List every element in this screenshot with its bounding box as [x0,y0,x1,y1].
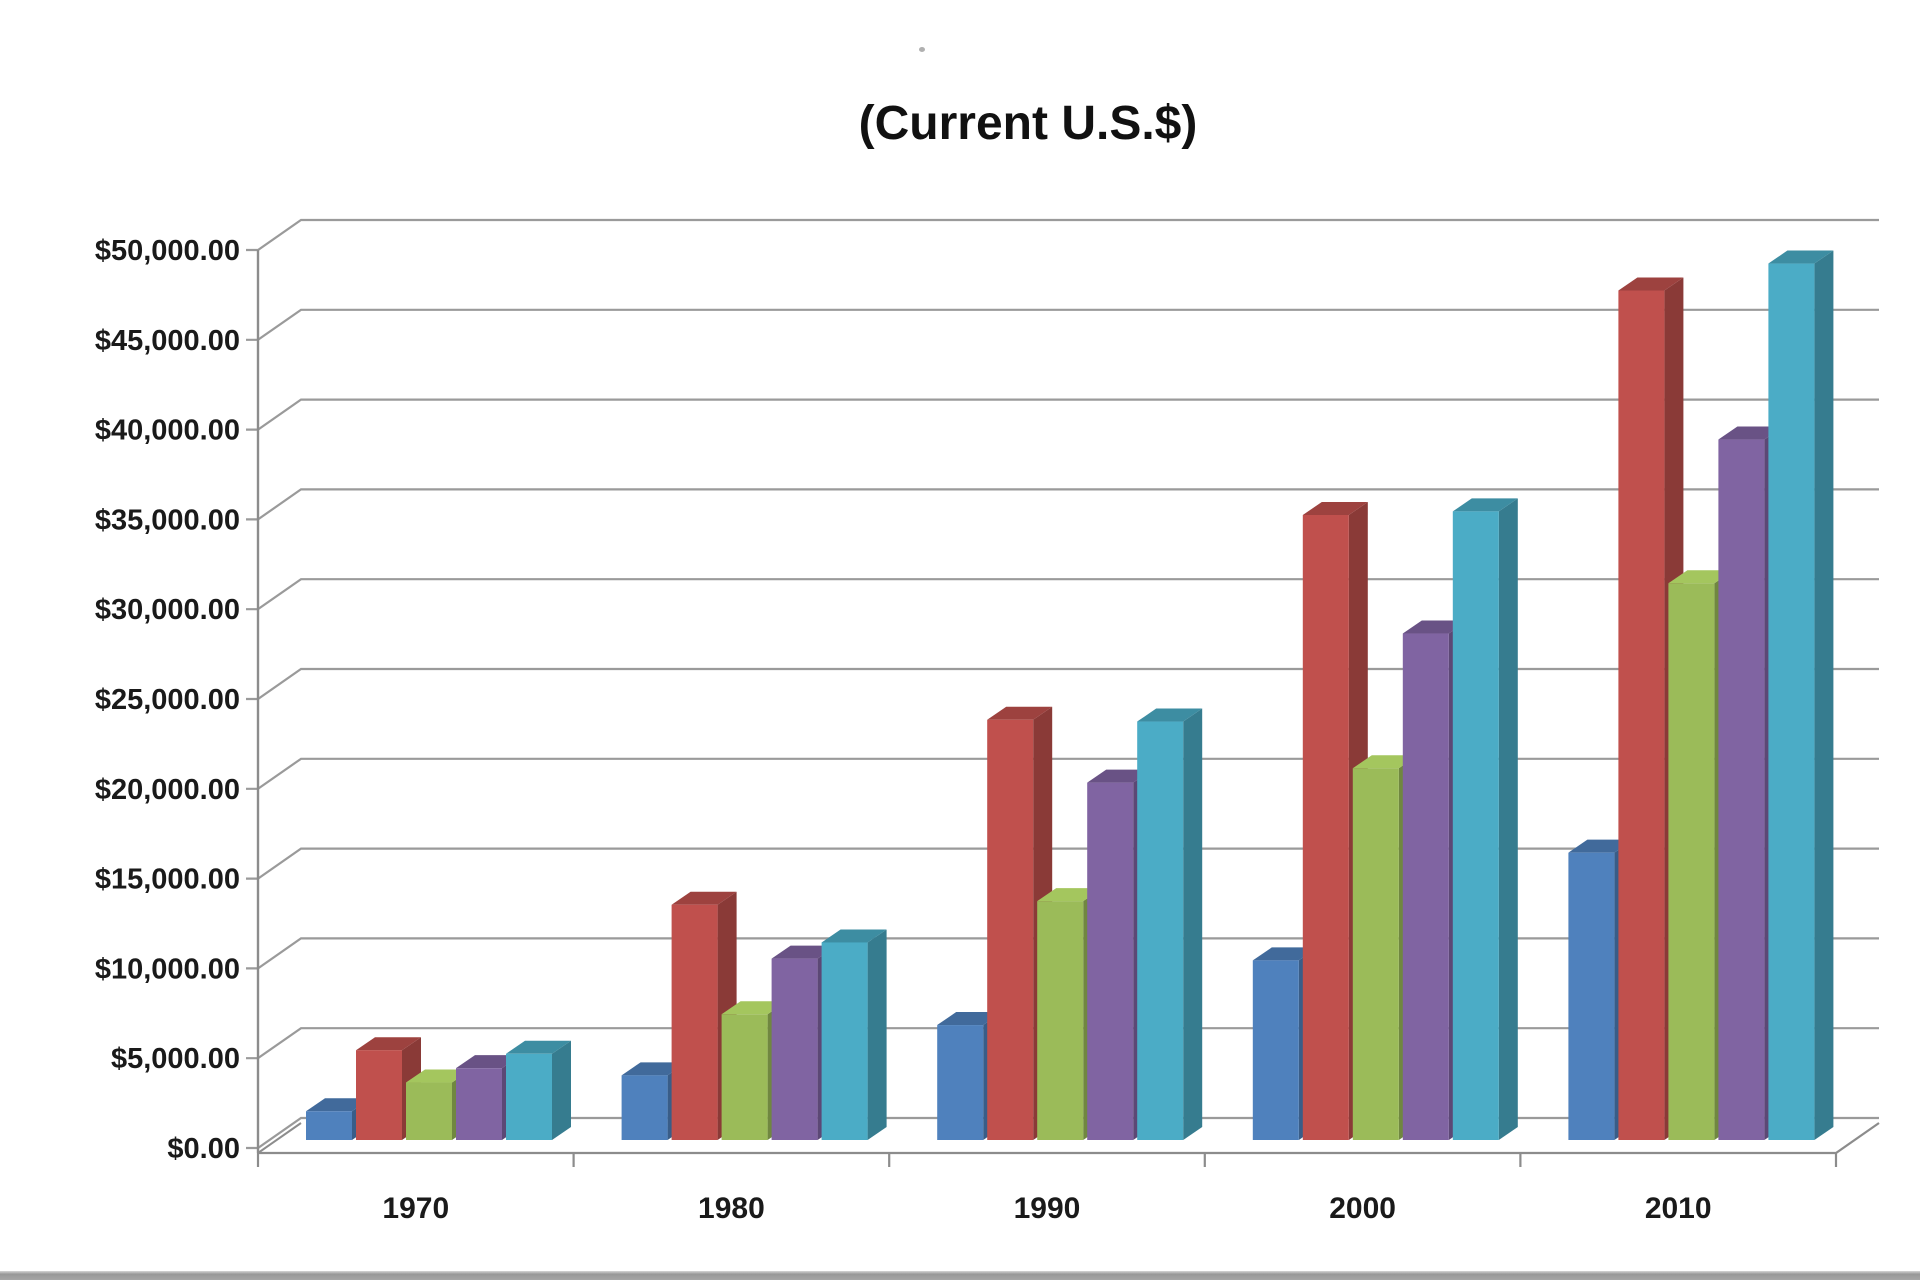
bar-top-face [1568,839,1634,853]
x-axis-category-label: 1990 [1014,1192,1081,1225]
bar-front-face [1618,290,1665,1140]
bar-top-face [1352,755,1418,769]
bar-front-face [456,1068,502,1140]
bar-1980-cyan [821,929,887,1140]
bar-front-face [721,1014,768,1140]
bar-2000-cyan [1452,498,1518,1140]
bar-top-face [771,945,837,959]
y-axis-tick-label: $45,000.00 [95,325,240,357]
bar-top-face [1618,277,1684,291]
bar-1990-cyan [1137,708,1203,1140]
x-axis-category-label: 2000 [1329,1192,1396,1225]
y-axis-tick-label: $20,000.00 [95,774,240,806]
y-axis-tick-label: $15,000.00 [95,864,240,896]
bar-top-face [456,1055,521,1069]
y-axis-tick-label: $10,000.00 [95,953,240,985]
bar-top-face [1768,250,1834,264]
gridline [246,398,1879,431]
bar-1970-cyan [506,1040,571,1140]
bar-top-face [1137,708,1203,722]
bar-front-face [1352,768,1399,1140]
gridline [246,218,1879,252]
bar-side-face [1498,498,1518,1140]
bar-front-face [1302,514,1349,1140]
bar-front-face [356,1050,402,1140]
bar-front-face [937,1025,984,1140]
bar-2010-cyan [1768,250,1834,1140]
bar-front-face [306,1111,352,1140]
artifact-dot [919,47,925,52]
floor-left-edge [257,1122,302,1154]
bar-top-face [1037,888,1103,902]
bar-top-face [1718,426,1784,440]
bar-side-face [552,1040,571,1140]
window-bottom-edge [0,1271,1920,1280]
bar-top-face [406,1069,471,1083]
bar-front-face [1087,782,1134,1140]
bar-top-face [671,891,737,905]
bar-front-face [406,1082,452,1140]
y-axis-tick-label: $35,000.00 [95,504,240,536]
bar-top-face [306,1098,371,1112]
gridline [246,578,1879,611]
bar-front-face [771,958,818,1140]
y-axis-tick-label: $0.00 [167,1133,240,1165]
bar-front-face [1452,511,1499,1140]
bar-side-face [1183,708,1203,1140]
x-axis-category-label: 1980 [698,1192,765,1225]
bar-top-face [506,1040,571,1054]
bar-front-face [987,719,1034,1140]
bar-top-face [356,1037,421,1051]
bar-front-face [1668,583,1715,1140]
bar-top-face [721,1001,787,1015]
bar-front-face [1252,960,1299,1140]
x-axis-category-label: 2010 [1645,1192,1712,1225]
bar-top-face [1302,501,1368,515]
x-axis-category-label: 1970 [382,1192,449,1225]
bar-top-face [821,929,887,943]
bar-1990-red [987,706,1053,1140]
gridline [246,308,1879,341]
bar-top-face [1402,620,1468,634]
bar-top-face [987,706,1053,720]
y-axis-tick-label: $40,000.00 [95,415,240,447]
bar-side-face [867,929,887,1140]
bar-front-face [821,942,868,1140]
gridline [246,757,1879,790]
chart-title: (Current U.S.$) [858,97,1198,150]
bar-top-face [621,1062,687,1076]
bar-front-face [1037,901,1084,1140]
bar-front-face [506,1053,552,1140]
bar-side-face [1814,250,1834,1140]
y-axis-tick-label: $25,000.00 [95,684,240,716]
gridline [246,667,1879,701]
bar-front-face [671,904,718,1140]
bar-front-face [1718,439,1765,1140]
bar-top-face [937,1012,1003,1026]
gridline [246,488,1879,521]
bar-top-face [1087,769,1153,783]
y-axis-tick-label: $30,000.00 [95,594,240,626]
bar-1980-red [671,891,737,1140]
bar-top-face [1668,570,1734,584]
bar-front-face [1402,633,1449,1140]
bar-top-face [1252,947,1318,961]
bar-top-face [1452,498,1518,512]
y-axis-tick-label: $50,000.00 [95,235,240,267]
bar-front-face [1568,852,1615,1140]
bar-front-face [621,1075,668,1140]
bar-front-face [1137,721,1184,1140]
bar-front-face [1768,263,1815,1140]
y-axis-tick-label: $5,000.00 [111,1043,240,1075]
